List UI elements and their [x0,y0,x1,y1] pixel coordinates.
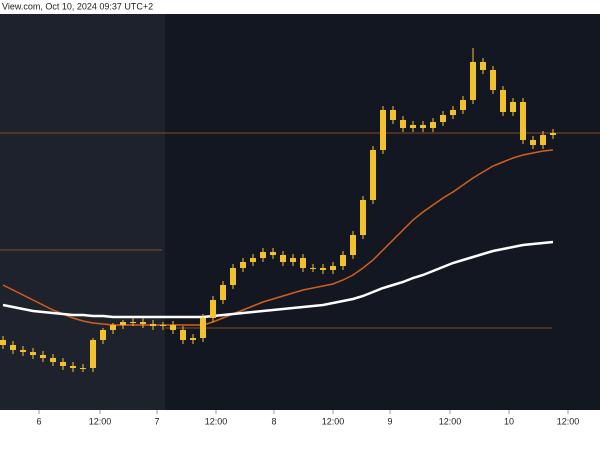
candle-body [430,122,436,128]
candle-body [510,102,516,112]
candle-body [170,325,176,330]
candle-body [80,368,86,369]
candle-body [200,318,206,338]
candle-body [350,235,356,255]
candle-body [30,352,36,355]
x-tick-label: 7 [154,416,159,426]
candle-body [20,350,26,352]
x-tick-label: 12:00 [322,416,345,426]
moving-average [2,149,554,326]
candle-body [90,340,96,368]
candle-body [250,258,256,262]
candle-body [370,150,376,200]
candle-body [140,322,146,324]
candle-body [380,110,386,150]
candle-body [210,300,216,318]
candle-body [150,324,156,326]
candle-body [320,268,326,270]
candle-body [540,135,546,145]
candle-body [330,266,336,270]
x-tick-label: 9 [387,416,392,426]
candle-body [50,358,56,362]
candle-body [520,102,526,140]
candle-body [60,362,66,366]
x-tick-label: 12:00 [89,416,112,426]
candle-body [470,62,476,100]
candle-body [340,255,346,266]
header: View.com, Oct 10, 2024 09:37 UTC+2 [2,1,153,11]
candle-body [460,100,466,110]
candle-body [400,120,406,128]
x-tick-label: 12:00 [439,416,462,426]
candle-body [70,366,76,368]
candle-body [290,258,296,262]
candle-body [190,338,196,340]
candle-body [40,355,46,358]
candle-body [260,252,266,258]
x-tick-label: 6 [36,416,41,426]
candle-body [490,70,496,90]
candle-body [300,258,306,268]
candle-body [120,322,126,325]
candle-body [160,325,166,326]
candle-body [100,330,106,340]
candle-body [180,330,186,340]
candle-body [550,133,556,135]
candle-body [390,110,396,120]
candle-body [360,200,366,235]
candle-body [270,252,276,255]
candle-body [500,90,506,112]
candle-body [420,125,426,128]
candle-body [0,340,6,345]
x-tick-label: 12:00 [557,416,580,426]
candle-body [220,285,226,300]
session-shade [0,14,165,410]
moving-average [2,240,554,319]
candle-body [450,110,456,115]
candle-body [10,345,16,350]
candle-body [310,268,316,269]
x-tick-label: 10 [504,416,514,426]
x-tick-label: 12:00 [205,416,228,426]
candle-body [530,140,536,145]
candle-body [230,268,236,285]
candle-body [440,115,446,122]
candle-body [480,62,486,70]
candle-body [280,255,286,262]
candle-body [130,322,136,323]
x-tick-label: 8 [271,416,276,426]
candle-body [110,325,116,330]
candle-body [240,262,246,268]
candle-body [410,125,416,128]
